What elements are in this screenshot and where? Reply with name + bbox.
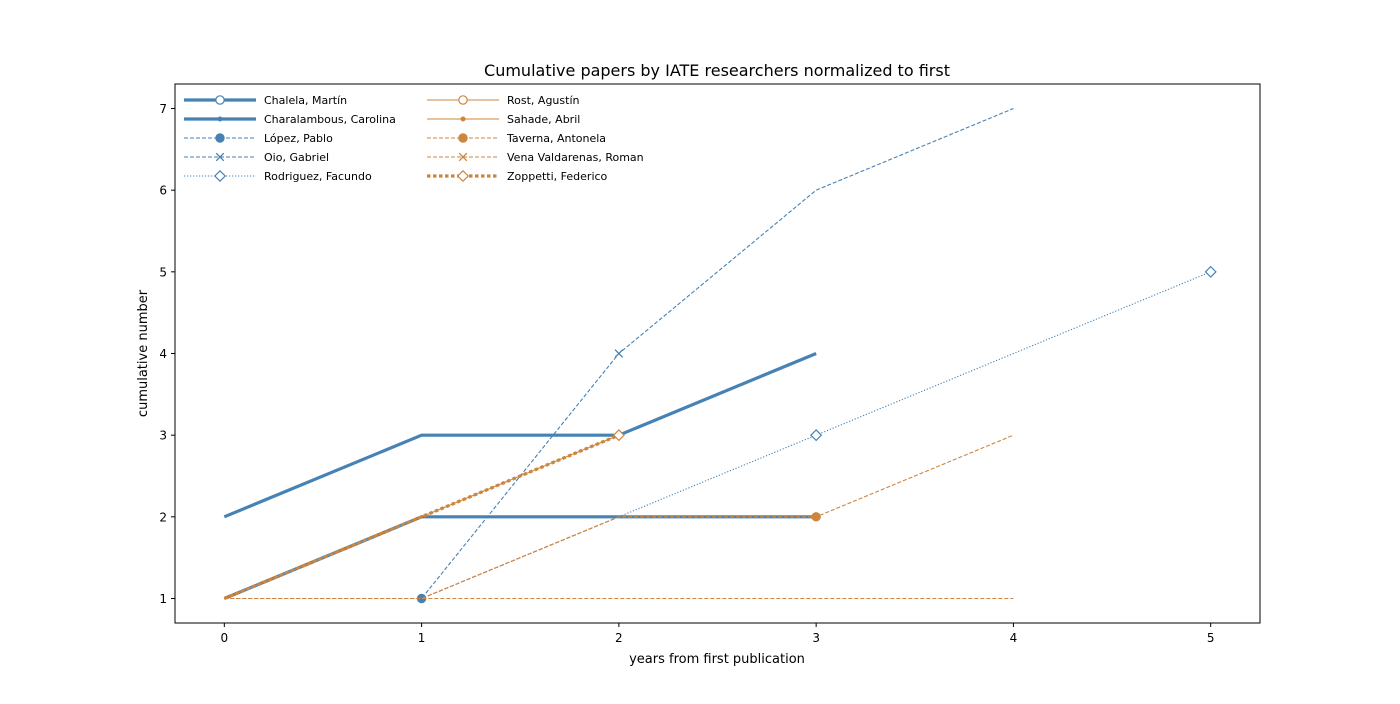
legend: Chalela, Martín Charalambous, Carolina Lóp… <box>184 94 644 183</box>
series-rodriguez-facundo <box>224 265 1217 600</box>
legend-marker <box>458 133 468 143</box>
ticks-layer: 0 1 2 3 4 5 1 2 3 4 5 6 7 <box>159 102 1214 645</box>
legend-marker <box>458 152 468 162</box>
series-line <box>223 433 620 600</box>
y-tick-label: 2 <box>159 510 167 524</box>
legend-marker <box>458 95 468 105</box>
x-tick-label: 2 <box>615 631 623 645</box>
series-unlabeled-10 <box>224 434 1014 600</box>
legend-entry-oio-gabriel: Oio, Gabriel <box>184 151 329 164</box>
series-chalela-martin <box>223 352 817 519</box>
legend-marker <box>460 116 466 122</box>
data-point <box>612 429 625 442</box>
legend-entry-charalambous-carolina: Charalambous, Carolina <box>184 113 396 126</box>
legend-entry-sahade-abril: Sahade, Abril <box>427 113 580 126</box>
legend-marker <box>456 169 470 183</box>
series-line <box>224 516 422 600</box>
legend-marker <box>215 95 225 105</box>
legend-marker <box>215 133 225 143</box>
x-axis-label: years from first publication <box>629 652 805 667</box>
x-tick-label: 5 <box>1207 631 1215 645</box>
x-tick-label: 0 <box>220 631 228 645</box>
y-tick-label: 5 <box>159 265 167 279</box>
legend-entry-rost-agustin: Rost, Agustín <box>427 94 579 107</box>
x-tick-label: 3 <box>812 631 820 645</box>
legend-label: Chalela, Martín <box>264 94 347 107</box>
series-sahade-abril <box>224 516 422 600</box>
legend-entry-chalela-martin: Chalela, Martín <box>184 94 347 107</box>
y-tick-label: 1 <box>159 592 167 606</box>
legend-label: Zoppetti, Federico <box>507 170 608 183</box>
x-tick-label: 1 <box>418 631 426 645</box>
legend-marker <box>213 169 227 183</box>
data-point <box>1204 265 1217 278</box>
legend-label: López, Pablo <box>264 132 333 145</box>
y-tick-label: 7 <box>159 102 167 116</box>
y-tick-label: 3 <box>159 429 167 443</box>
legend-label: Rost, Agustín <box>507 94 579 107</box>
legend-entry-lopez-pablo: López, Pablo <box>184 132 333 145</box>
legend-label: Taverna, Antonela <box>506 132 606 145</box>
legend-label: Oio, Gabriel <box>264 151 329 164</box>
legend-entry-zoppetti-federico: Zoppetti, Federico <box>427 169 608 183</box>
legend-marker <box>215 152 225 162</box>
legend-label: Sahade, Abril <box>507 113 580 126</box>
data-point <box>614 349 624 358</box>
series-line <box>223 352 817 519</box>
y-axis-label: cumulative number <box>136 289 151 417</box>
y-tick-label: 6 <box>159 184 167 198</box>
x-tick-label: 4 <box>1010 631 1018 645</box>
series-line <box>224 271 1211 600</box>
chart-title: Cumulative papers by IATE researchers no… <box>484 61 950 80</box>
y-tick-label: 4 <box>159 347 167 361</box>
legend-label: Charalambous, Carolina <box>264 113 396 126</box>
data-point <box>810 429 823 442</box>
legend-entry-taverna-antonela: Taverna, Antonela <box>427 132 606 145</box>
legend-label: Vena Valdarenas, Roman <box>507 151 644 164</box>
legend-label: Rodriguez, Facundo <box>264 170 372 183</box>
legend-entry-rodriguez-facundo: Rodriguez, Facundo <box>184 169 372 183</box>
legend-entry-vena-valdarenas-roman: Vena Valdarenas, Roman <box>427 151 644 164</box>
series-zoppetti-federico <box>223 429 625 600</box>
legend-marker <box>217 116 223 122</box>
series-oio-gabriel <box>224 107 1014 600</box>
series-layer <box>223 107 1217 604</box>
series-line <box>224 434 1014 600</box>
